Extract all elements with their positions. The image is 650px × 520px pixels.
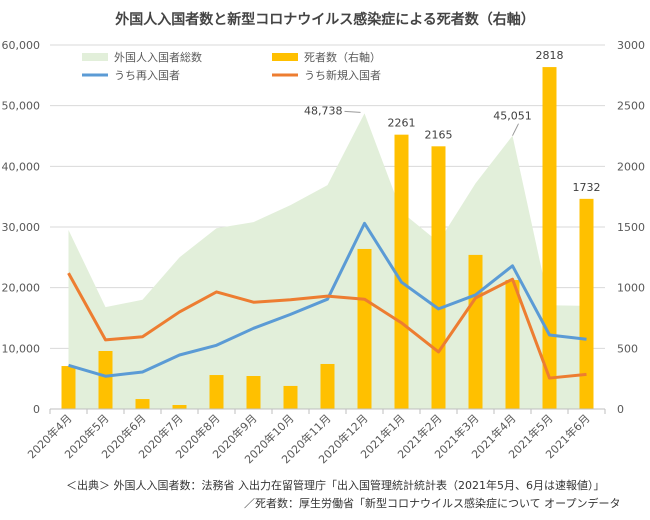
legend-swatch xyxy=(82,53,108,61)
bar-deaths xyxy=(209,375,224,409)
label-leader xyxy=(512,123,519,136)
bar-deaths xyxy=(61,366,76,409)
area-total-entrants xyxy=(68,113,587,409)
source-line-1: ＜出典＞ 外国人入国者数：法務省 入出力在留管理庁「出入国管理統計統計表（202… xyxy=(66,479,605,492)
legend-label: うち再入国者 xyxy=(114,69,180,82)
bar-deaths xyxy=(246,375,261,409)
legend-swatch xyxy=(272,53,298,61)
line-new-entrants xyxy=(67,272,587,380)
bar-deaths xyxy=(431,146,446,409)
left-tick-label: 0 xyxy=(33,403,40,416)
bar-deaths xyxy=(579,198,594,409)
bar-deaths xyxy=(172,404,187,409)
bar-data-label: 2165 xyxy=(425,128,453,141)
legend-label: 死者数（右軸） xyxy=(304,50,381,64)
bar-data-label: 1732 xyxy=(573,181,601,194)
left-tick-label: 40,000 xyxy=(2,160,41,173)
bar-deaths xyxy=(320,363,335,409)
right-tick-label: 0 xyxy=(617,403,624,416)
right-tick-label: 1000 xyxy=(617,282,645,295)
bar-deaths xyxy=(283,385,298,409)
right-tick-label: 1500 xyxy=(617,221,645,234)
label-leader xyxy=(344,110,361,113)
area-data-label: 48,738 xyxy=(304,104,343,117)
left-tick-label: 30,000 xyxy=(2,221,41,234)
area-data-label: 45,051 xyxy=(493,110,532,123)
bar-deaths xyxy=(542,67,557,409)
bar-data-label: 2818 xyxy=(536,49,564,62)
legend-label: うち新規入国者 xyxy=(304,68,381,82)
chart-title: 外国人入国者数と新型コロナウイルス感染症による死者数（右軸） xyxy=(115,11,535,28)
right-tick-label: 2000 xyxy=(617,160,645,173)
line-reentrants xyxy=(68,221,587,378)
bar-deaths xyxy=(357,248,372,409)
right-tick-label: 2500 xyxy=(617,100,645,113)
bar-deaths xyxy=(394,134,409,409)
bar-deaths xyxy=(98,351,113,409)
left-tick-label: 10,000 xyxy=(2,342,41,355)
left-tick-label: 60,000 xyxy=(2,39,41,52)
combo-chart: 外国人入国者数と新型コロナウイルス感染症による死者数（右軸） 0 10,000 20… xyxy=(2,11,646,466)
bar-data-label: 2261 xyxy=(388,117,416,130)
right-tick-label: 3000 xyxy=(617,39,645,52)
right-tick-label: 500 xyxy=(617,342,638,355)
legend-label: 外国人入国者総数 xyxy=(114,50,202,64)
left-tick-label: 50,000 xyxy=(2,100,41,113)
bar-deaths xyxy=(468,254,483,409)
bar-deaths xyxy=(135,399,150,409)
source-line-2: ／死者数：厚生労働省「新型コロナウイルス感染症について オープンデータ xyxy=(244,497,621,510)
bar-deaths xyxy=(505,280,520,409)
left-tick-label: 20,000 xyxy=(2,282,41,295)
